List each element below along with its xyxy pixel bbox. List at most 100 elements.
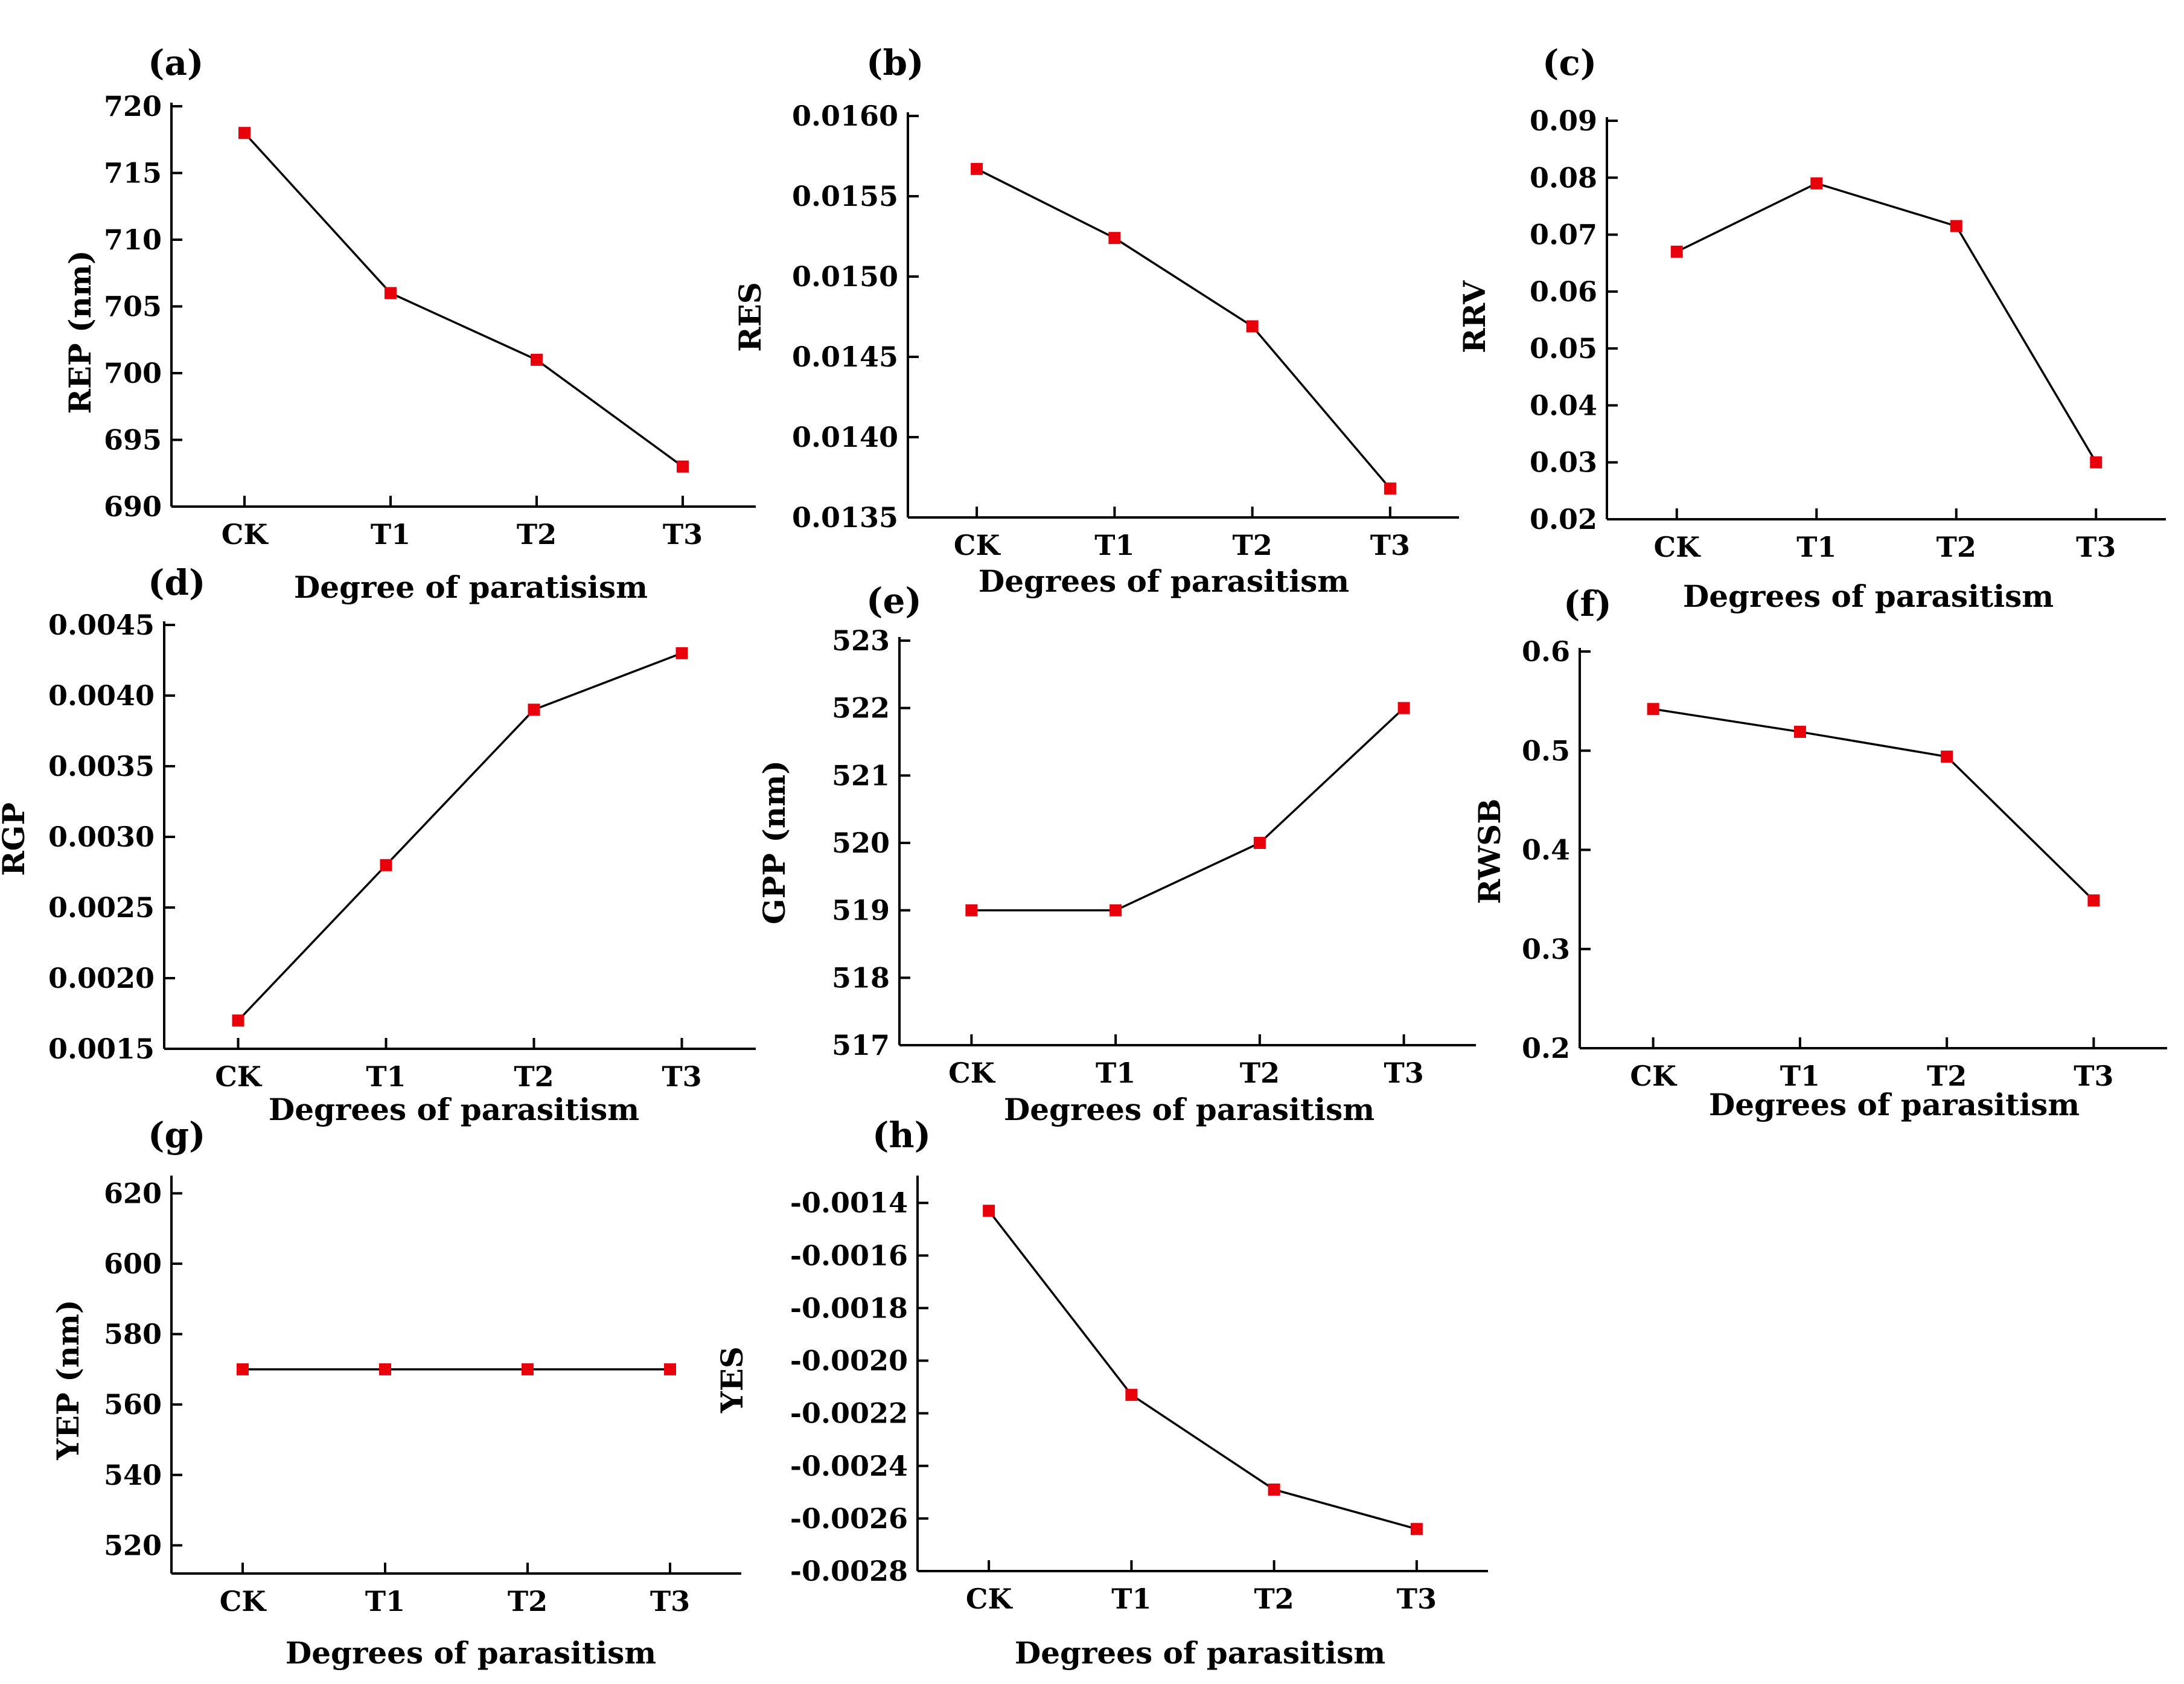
y-tick-label: 0.06: [1530, 275, 1597, 308]
y-tick-label: 522: [832, 692, 890, 725]
y-tick-label: 0.6: [1522, 635, 1570, 668]
y-tick-label: 620: [104, 1177, 162, 1209]
y-axis-title: RWSB: [1472, 799, 1507, 904]
x-tick-label: T2: [1254, 1583, 1294, 1615]
y-axis-title: YEP (nm): [50, 1299, 86, 1460]
data-point-t3: [2090, 456, 2103, 469]
x-tick-label: CK: [948, 1057, 996, 1089]
y-tick-label: 700: [104, 357, 162, 389]
series-line: [237, 652, 683, 1022]
x-tick-label: T2: [1937, 531, 1976, 563]
x-tick-label: T2: [1233, 529, 1272, 562]
y-tick-label: 523: [832, 624, 890, 657]
y-tick-label: 521: [832, 759, 890, 792]
data-point-t2: [528, 703, 540, 716]
y-tick-label: 520: [832, 827, 890, 859]
x-tick-label: CK: [1630, 1060, 1678, 1092]
data-point-ck: [965, 904, 978, 917]
data-point-t1: [379, 1363, 391, 1375]
y-tick-label: -0.0014: [790, 1186, 908, 1219]
x-tick-label: T3: [2074, 1060, 2113, 1092]
panel-label: (b): [866, 42, 924, 83]
x-tick-label: CK: [1653, 531, 1701, 563]
y-tick-label: 0.07: [1530, 219, 1597, 251]
x-axis-title: Degrees of parasitism: [286, 1635, 656, 1671]
y-tick-label: -0.0022: [790, 1397, 908, 1430]
data-point-ck: [238, 127, 251, 139]
data-point-t3: [677, 460, 689, 473]
chart-panel-b: (b) 0.0135 0.0140 0.0145 0.0150 0.0155 0.0160 C…: [732, 42, 1459, 599]
data-point-t1: [1793, 726, 1806, 738]
x-axis-title: Degrees of parasitism: [1004, 1092, 1375, 1127]
data-point-t3: [1384, 482, 1396, 495]
chart-panel-g: (g) 520 540 560 580 600 620 CK T1 T2 T3 YEP (nm) Deg…: [50, 1115, 741, 1671]
data-point-t3: [1397, 702, 1410, 714]
series-line: [1653, 708, 2095, 901]
y-tick-label: 0.08: [1530, 161, 1597, 194]
x-tick-label: T3: [663, 518, 703, 551]
series-line: [988, 1210, 1417, 1530]
y-tick-label: 0.05: [1530, 332, 1597, 365]
y-tick-label: 0.0150: [792, 260, 898, 293]
y-axis-title: RGP: [0, 802, 31, 876]
data-point-ck: [237, 1363, 249, 1375]
y-tick-label: 0.0160: [792, 100, 898, 132]
x-axis-title: Degrees of parasitism: [1015, 1635, 1385, 1671]
x-tick-label: CK: [954, 529, 1001, 562]
chart-panel-e: (e) 517 518 519 520 521 522 523 CK T1 T2 T3 GPP (nm)…: [756, 580, 1476, 1127]
y-axis-title: YES: [714, 1346, 750, 1413]
x-axis-title: Degrees of parasitism: [269, 1092, 639, 1127]
data-point-t1: [1810, 177, 1823, 190]
y-tick-label: 0.0030: [48, 821, 155, 853]
data-point-t2: [1950, 220, 1962, 232]
y-tick-label: 0.3: [1522, 933, 1570, 965]
x-tick-label: T1: [365, 1585, 405, 1618]
y-tick-label: 0.09: [1530, 104, 1597, 137]
chart-panel-a: (a) 690 695 700 705 710 715 720 CK T1 T2 T3 REP (nm)…: [62, 42, 756, 605]
y-tick-label: 580: [104, 1318, 162, 1351]
y-tick-label: 0.0045: [48, 609, 155, 641]
x-tick-label: CK: [222, 518, 269, 551]
y-tick-label: 690: [104, 490, 162, 523]
x-tick-label: T3: [2076, 531, 2116, 563]
series-line: [976, 168, 1391, 490]
panel-label: (a): [148, 42, 203, 83]
panel-label: (g): [148, 1115, 205, 1156]
data-point-t1: [1125, 1389, 1138, 1401]
y-axis-title: RES: [732, 282, 768, 352]
x-tick-label: T2: [517, 518, 557, 551]
y-axis-title: REP (nm): [62, 250, 98, 414]
x-axis-title: Degrees of parasitism: [1709, 1087, 2080, 1122]
x-tick-label: T3: [1370, 529, 1410, 562]
y-tick-label: 517: [832, 1029, 890, 1061]
series-line: [971, 707, 1405, 912]
data-point-t3: [675, 647, 688, 659]
y-tick-label: 518: [832, 961, 890, 994]
y-tick-label: 0.0155: [792, 180, 898, 213]
x-axis-title: Degree of paratisism: [294, 569, 648, 605]
y-tick-label: -0.0020: [790, 1345, 908, 1377]
x-tick-label: CK: [220, 1585, 267, 1618]
data-point-ck: [1670, 245, 1683, 258]
y-tick-label: 0.2: [1522, 1032, 1570, 1065]
data-point-t2: [1246, 320, 1259, 333]
panel-label: (d): [148, 562, 205, 603]
data-point-t2: [1253, 837, 1266, 849]
data-point-t2: [531, 353, 543, 366]
y-tick-label: 0.5: [1522, 734, 1570, 767]
panel-label: (e): [866, 580, 922, 621]
x-tick-label: T1: [1096, 1057, 1135, 1089]
series-line: [243, 132, 684, 468]
x-tick-label: T1: [371, 518, 410, 551]
data-point-t3: [664, 1363, 676, 1375]
y-axis-title: GPP (nm): [756, 760, 792, 924]
data-point-t2: [1268, 1483, 1280, 1496]
data-point-t3: [2087, 894, 2100, 907]
y-tick-label: 705: [104, 290, 162, 323]
y-tick-label: 0.03: [1530, 446, 1597, 479]
y-tick-label: 0.0025: [48, 891, 155, 924]
x-tick-label: T2: [1927, 1060, 1967, 1092]
y-tick-label: -0.0018: [790, 1292, 908, 1324]
series-line: [1676, 182, 2097, 463]
